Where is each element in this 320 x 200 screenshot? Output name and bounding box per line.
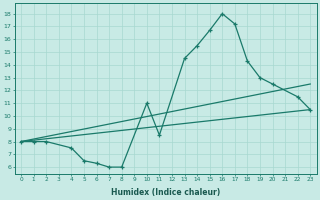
X-axis label: Humidex (Indice chaleur): Humidex (Indice chaleur) — [111, 188, 220, 197]
